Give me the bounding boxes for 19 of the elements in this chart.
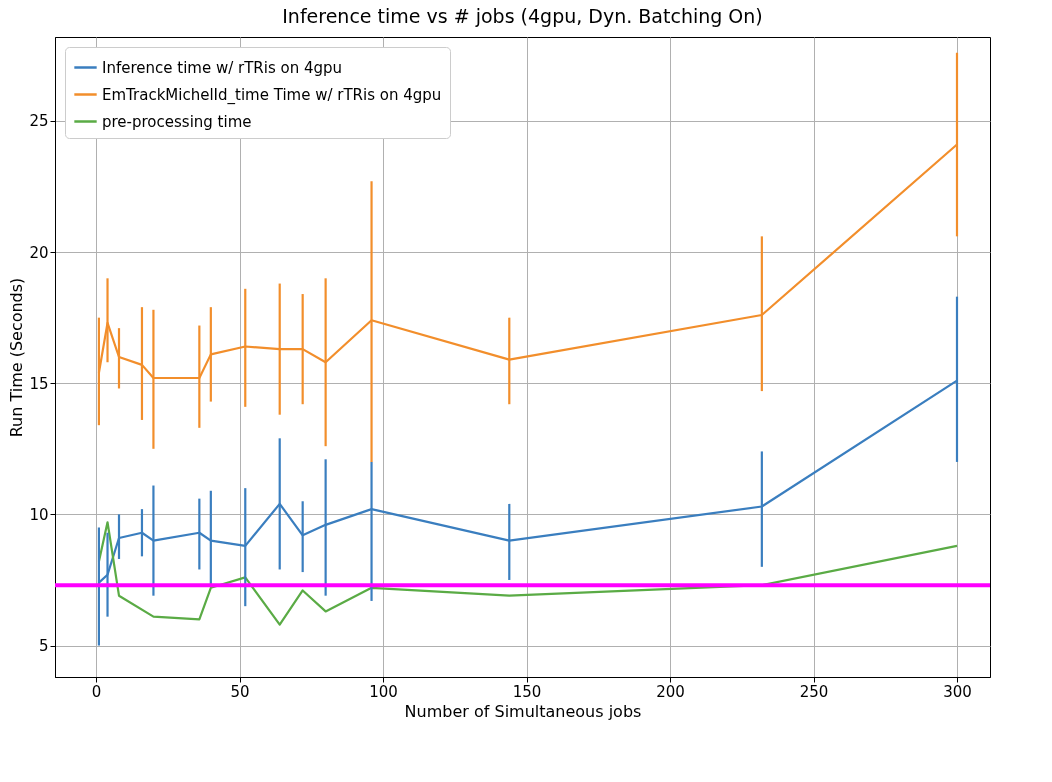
x-tick-label: 300 bbox=[943, 682, 972, 701]
x-tick-label: 200 bbox=[656, 682, 685, 701]
y-tick-label: 25 bbox=[29, 112, 49, 131]
x-tick-label: 100 bbox=[369, 682, 398, 701]
y-axis-title: Run Time (Seconds) bbox=[7, 277, 27, 438]
y-tick-label: 5 bbox=[38, 637, 49, 656]
x-tick-label: 150 bbox=[512, 682, 542, 701]
legend-label: EmTrackMichelId_time Time w/ rTRis on 4gpu bbox=[102, 85, 442, 105]
x-tick-label: 0 bbox=[91, 682, 102, 701]
y-tick-label: 20 bbox=[29, 243, 49, 262]
legend-label: pre-processing time bbox=[102, 112, 252, 131]
chart-title: Inference time vs # jobs (4gpu, Dyn. Batching On) bbox=[282, 5, 763, 27]
y-tick-label: 15 bbox=[29, 374, 49, 393]
x-axis-title: Number of Simultaneous jobs bbox=[404, 701, 642, 721]
x-tick-label: 250 bbox=[799, 682, 829, 701]
line-series bbox=[97, 521, 959, 626]
x-tick-label: 50 bbox=[230, 682, 250, 701]
legend-label: Inference time w/ rTRis on 4gpu bbox=[102, 58, 343, 77]
y-tick-label: 10 bbox=[29, 505, 49, 524]
